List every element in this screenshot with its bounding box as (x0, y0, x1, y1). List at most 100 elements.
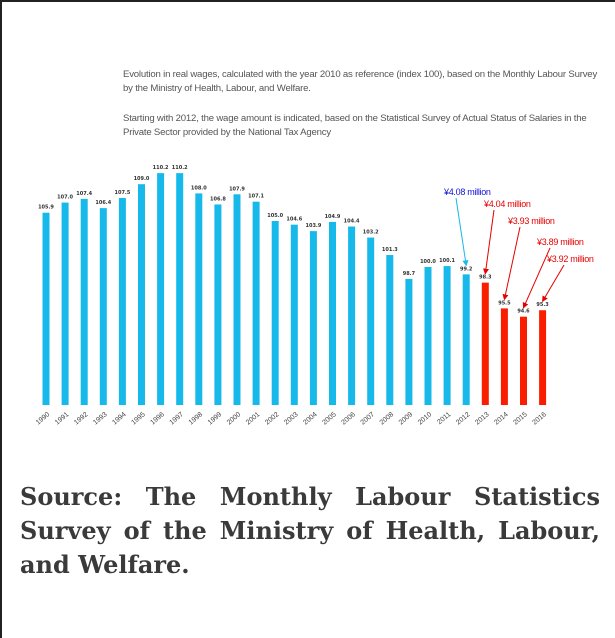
bar (42, 212, 50, 405)
value-label: 107.1 (248, 194, 264, 200)
x-tick-label: 2001 (245, 411, 262, 426)
frame-top-border (0, 0, 615, 2)
value-label: 106.8 (210, 196, 226, 202)
annotation-label: ¥3.93 million (507, 216, 555, 226)
x-tick-label: 1993 (92, 411, 109, 426)
value-label: 101.3 (382, 247, 398, 253)
x-tick-label: 2000 (226, 411, 243, 426)
x-tick-label: 2010 (417, 411, 434, 426)
value-label: 99.2 (460, 266, 473, 272)
x-tick-label: 2009 (398, 411, 415, 426)
bar (271, 221, 279, 405)
value-label: 100.0 (420, 259, 436, 265)
value-label: 98.3 (479, 275, 492, 281)
bar (348, 226, 356, 405)
value-label: 107.9 (229, 186, 245, 192)
x-tick-label: 1999 (207, 411, 224, 426)
bar (539, 310, 547, 405)
bar (214, 204, 222, 405)
bar (500, 308, 508, 405)
value-label: 103.2 (363, 230, 379, 236)
x-tick-label: 2012 (455, 411, 472, 426)
x-tick-label: 2004 (302, 411, 319, 426)
value-label: 105.9 (38, 205, 54, 211)
bar (195, 193, 203, 405)
bar (424, 267, 432, 405)
bar (367, 237, 375, 405)
value-label: 110.2 (153, 165, 169, 171)
bar (481, 282, 489, 405)
bar (386, 255, 394, 405)
value-label: 104.9 (325, 214, 341, 220)
bar (252, 201, 260, 405)
x-tick-labels-group: 1990 1991 1992 1993 1994 1995 1996 1997 1998 1999… (35, 411, 548, 426)
bar (99, 208, 107, 405)
value-label: 98.7 (403, 271, 416, 277)
value-label: 103.9 (305, 223, 321, 229)
value-label: 106.4 (95, 200, 111, 206)
value-label: 110.2 (172, 165, 188, 171)
bar (233, 194, 241, 405)
bar (462, 274, 470, 405)
x-tick-label: 2015 (512, 411, 529, 426)
bar (405, 278, 413, 405)
bar (80, 198, 88, 405)
x-tick-label: 1996 (149, 411, 166, 426)
x-tick-label: 1997 (169, 411, 186, 426)
bar (138, 184, 145, 405)
chart-description-2: Starting with 2012, the wage amount is i… (123, 113, 587, 138)
x-tick-label: 2002 (264, 411, 281, 426)
bar (443, 266, 451, 405)
x-tick-label: 2006 (340, 411, 357, 426)
annotation-arrow (502, 226, 521, 301)
x-tick-label: 1994 (111, 411, 128, 426)
x-tick-label: 1992 (73, 411, 90, 426)
chart-description-1: Evolution in real wages, calculated with… (123, 69, 598, 94)
x-tick-label: 1998 (188, 411, 205, 426)
annotation-arrow (483, 209, 495, 275)
x-tick-label: 2008 (379, 411, 396, 426)
annotation-label: ¥4.04 million (483, 199, 531, 209)
bar (520, 316, 527, 405)
value-label: 104.6 (286, 217, 302, 223)
annotation-label: ¥3.92 million (546, 254, 594, 264)
annotations-group: ¥4.08 million ¥4.04 million ¥3.93 million ¥… (443, 187, 594, 309)
bar (309, 231, 317, 405)
bar (118, 198, 126, 405)
value-label: 95.5 (498, 300, 511, 306)
value-label: 108.0 (191, 185, 207, 191)
value-label: 109.0 (134, 176, 150, 182)
x-tick-label: 2013 (474, 411, 491, 426)
bars-group (42, 173, 547, 405)
value-label: 107.5 (114, 190, 130, 196)
bar (329, 221, 336, 405)
annotation-arrow (455, 197, 469, 267)
x-tick-label: 2016 (531, 411, 548, 426)
source-caption: Source: The Monthly Labour Statistics Su… (20, 482, 600, 579)
value-label: 104.4 (344, 219, 360, 225)
x-tick-label: 1990 (35, 411, 52, 426)
bar (157, 173, 165, 405)
annotation-label: ¥3.89 million (536, 237, 584, 247)
x-tick-label: 2003 (283, 411, 300, 426)
annotation-arrow (542, 264, 565, 303)
x-tick-label: 1995 (130, 411, 147, 426)
bar (290, 224, 298, 405)
value-label: 107.4 (76, 191, 92, 197)
value-label: 94.6 (517, 309, 530, 315)
annotation-arrow (522, 247, 551, 309)
x-tick-label: 2014 (493, 411, 510, 426)
x-tick-label: 1991 (54, 411, 71, 426)
annotation-label: ¥4.08 million (443, 187, 491, 197)
x-tick-label: 2005 (321, 411, 338, 426)
value-label: 107.0 (57, 195, 73, 201)
bar (61, 202, 69, 405)
value-label: 95.3 (536, 302, 549, 308)
value-label: 100.1 (439, 258, 455, 264)
value-label: 105.0 (267, 213, 283, 219)
x-tick-label: 2011 (436, 411, 452, 426)
bar (176, 173, 184, 405)
frame-left-border (0, 0, 2, 638)
